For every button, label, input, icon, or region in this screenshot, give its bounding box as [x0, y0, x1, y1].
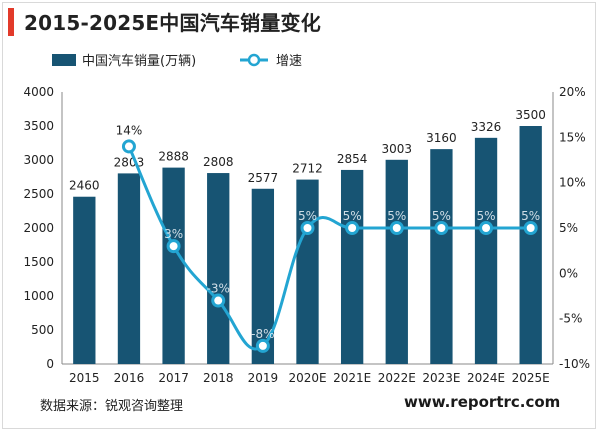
- growth-line-path: [127, 145, 531, 351]
- growth-point: [345, 221, 360, 235]
- growth-value-label: 5%: [477, 209, 496, 223]
- y-left-tick-label: 2500: [23, 187, 54, 201]
- bar-labels: 2460 2803 2888 2808 2577 2712 2854 3003 3160 3326…: [69, 108, 546, 193]
- y-right-tick-label: 10%: [559, 176, 586, 190]
- y-left-tick-label: 0: [46, 357, 54, 371]
- x-tick-label: 2018: [203, 371, 234, 385]
- y-right-tick-label: -5%: [559, 312, 582, 326]
- x-tick-label: 2016: [114, 371, 145, 385]
- y-right-tick-label: 15%: [559, 130, 586, 144]
- title-accent-bar: [8, 8, 14, 36]
- bar-value-label: 2808: [203, 155, 234, 169]
- bar: [430, 149, 453, 364]
- growth-point: [434, 221, 449, 235]
- bar: [296, 179, 319, 364]
- growth-point: [166, 239, 181, 254]
- x-tick-label: 2024E: [467, 371, 505, 385]
- y-right-tick-label: 0%: [559, 266, 578, 280]
- y-right-tick-label: 20%: [559, 85, 586, 99]
- growth-line: [121, 139, 538, 353]
- bar: [117, 173, 141, 364]
- x-tick-label: 2019: [248, 371, 279, 385]
- axes: 0 500 1000 1500 2000 2500 3000 3500 4000 -10% -5% 0…: [23, 85, 590, 385]
- bar-value-label: 2888: [158, 150, 189, 164]
- source-note: 数据来源：锐观咨询整理: [40, 399, 184, 414]
- chart-frame: [2, 2, 596, 429]
- bar: [385, 159, 408, 364]
- bar: [474, 137, 498, 364]
- legend-bar-swatch: [52, 54, 76, 66]
- x-tick-label: 2020E: [288, 371, 326, 385]
- chart-title: 2015-2025E中国汽车销量变化: [24, 11, 321, 35]
- growth-point: [523, 221, 538, 235]
- growth-value-label: 5%: [432, 209, 451, 223]
- growth-point: [389, 221, 404, 235]
- x-tick-label: 2021E: [333, 371, 371, 385]
- bar-value-label: 2712: [292, 162, 323, 176]
- bar-value-label: 3326: [471, 120, 502, 134]
- growth-point: [300, 221, 315, 235]
- bar-value-label: 2460: [69, 179, 100, 193]
- legend-line-label: 增速: [276, 54, 302, 69]
- y-left-tick-label: 500: [31, 323, 54, 337]
- bar-value-label: 2803: [114, 155, 145, 169]
- y-left-tick-label: 3500: [23, 119, 54, 133]
- bar: [162, 167, 185, 364]
- y-right-tick-label: 5%: [559, 221, 578, 235]
- x-tick-label: 2017: [158, 371, 189, 385]
- x-tick-label: 2023E: [422, 371, 460, 385]
- legend-line-marker: [247, 53, 261, 67]
- growth-labels: 14% 3% -3% -8% 5% 5% 5% 5% 5% 5%: [116, 123, 541, 340]
- legend-bar-label: 中国汽车销量(万辆): [82, 53, 196, 69]
- y-left-tick-label: 2000: [23, 221, 54, 235]
- bar: [340, 169, 364, 364]
- growth-value-label: 3%: [164, 227, 183, 241]
- y-right-tick-label: -10%: [559, 357, 590, 371]
- y-left-tick-label: 4000: [23, 85, 54, 99]
- bar: [519, 126, 542, 364]
- bar-value-label: 3500: [515, 108, 546, 122]
- bar-value-label: 3003: [381, 142, 412, 156]
- growth-value-label: -3%: [207, 282, 230, 296]
- website-link[interactable]: www.reportrc.com: [404, 393, 561, 411]
- growth-value-label: -8%: [251, 327, 274, 341]
- growth-value-label: 5%: [521, 209, 540, 223]
- growth-value-label: 5%: [343, 209, 362, 223]
- growth-point: [255, 338, 270, 353]
- growth-value-label: 5%: [387, 209, 406, 223]
- y-left-tick-label: 3000: [23, 153, 54, 167]
- x-tick-label: 2015: [69, 371, 100, 385]
- bar: [73, 196, 96, 364]
- bar: [251, 188, 275, 364]
- growth-value-label: 5%: [298, 209, 317, 223]
- bar-value-label: 2577: [248, 171, 279, 185]
- bar: [207, 173, 230, 364]
- growth-point: [211, 293, 226, 308]
- x-tick-label: 2022E: [378, 371, 416, 385]
- bar-value-label: 2854: [337, 152, 368, 166]
- growth-point: [479, 221, 494, 235]
- x-tick-label: 2025E: [512, 371, 550, 385]
- growth-value-label: 14%: [116, 123, 143, 137]
- y-left-tick-label: 1000: [23, 289, 54, 303]
- legend: 中国汽车销量(万辆) 增速: [52, 53, 302, 69]
- growth-point: [121, 139, 136, 154]
- y-left-tick-label: 1500: [23, 255, 54, 269]
- bar-value-label: 3160: [426, 131, 457, 145]
